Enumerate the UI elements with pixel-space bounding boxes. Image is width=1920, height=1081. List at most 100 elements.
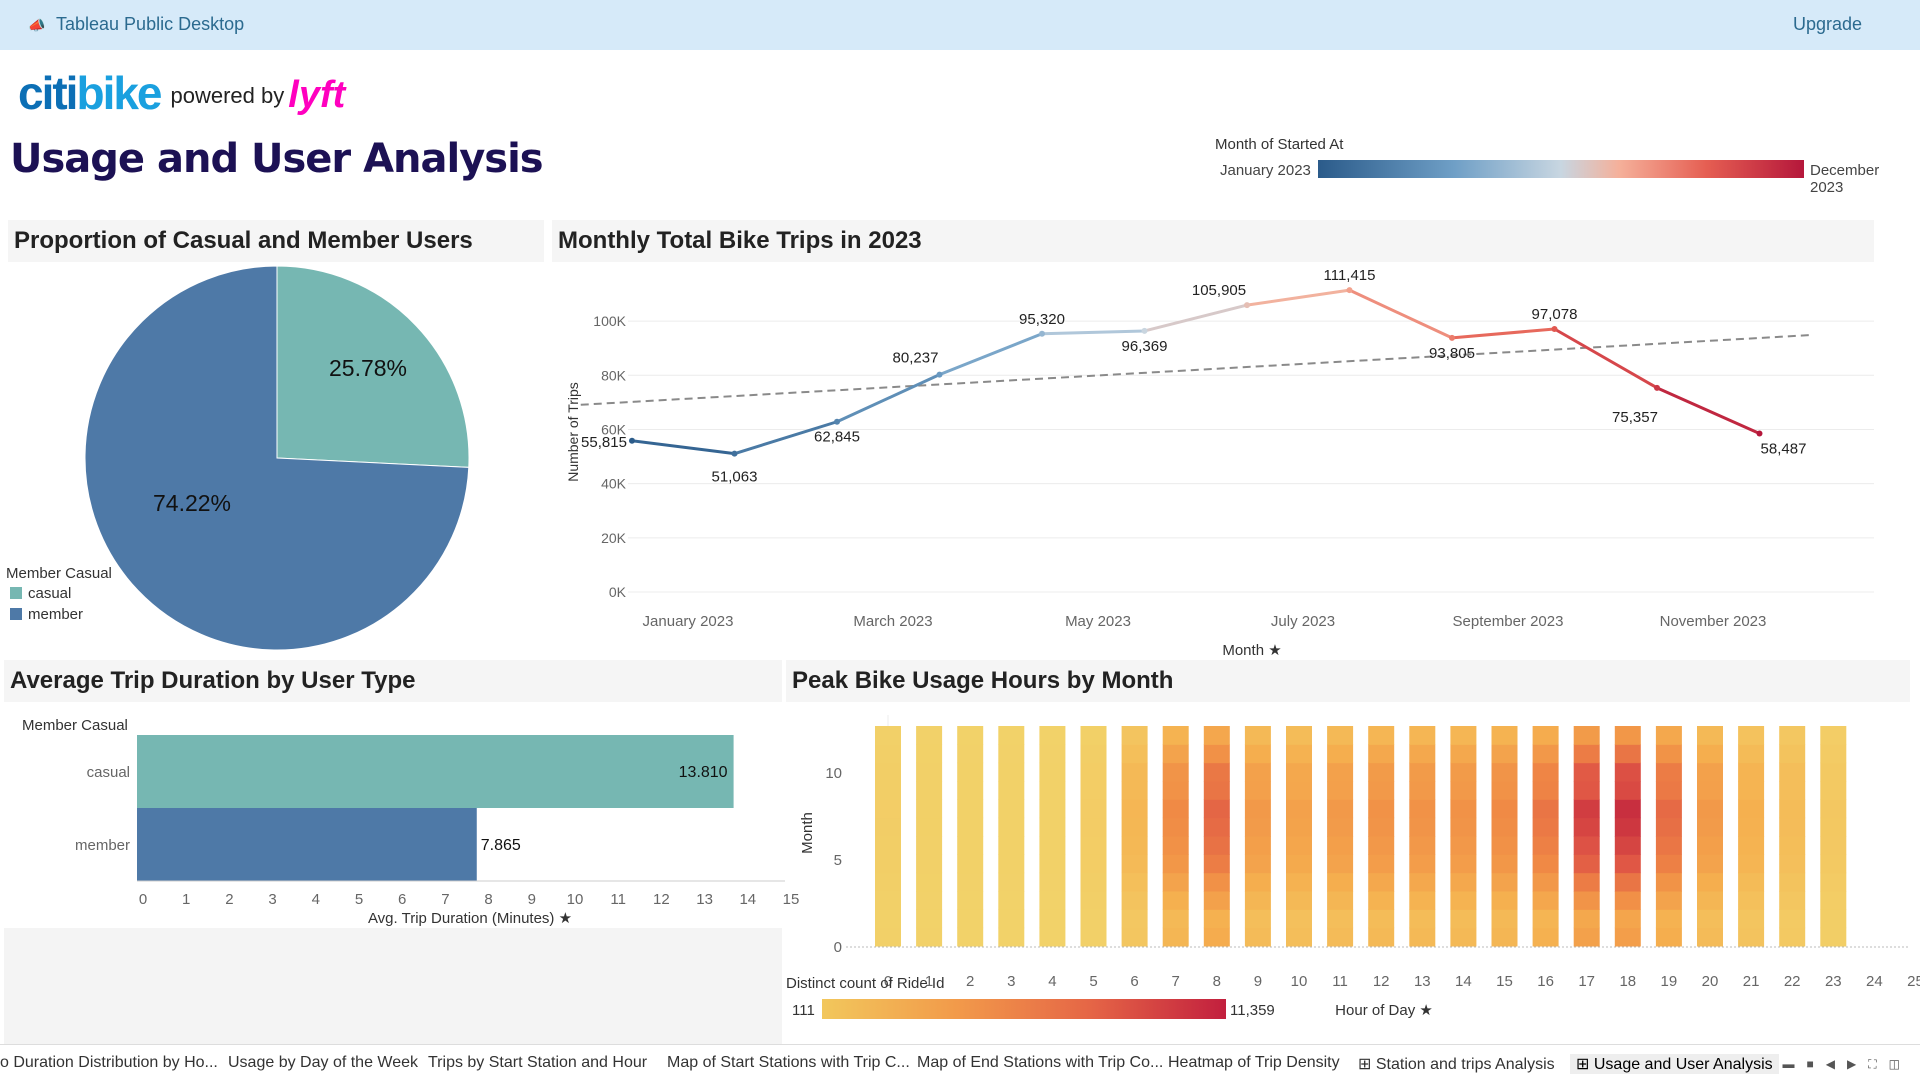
upgrade-link[interactable]: Upgrade (1792, 14, 1862, 34)
page-title: Usage and User Analysis (10, 136, 544, 182)
heat-cell (1450, 799, 1477, 819)
heat-cell (1450, 927, 1477, 947)
heat-cell (1655, 854, 1682, 874)
heat-cell (1655, 726, 1682, 745)
heat-cell (1286, 891, 1312, 910)
line-chart[interactable]: 0K 20K 40K 60K 80K 100K Number of Trips Month ★… (565, 267, 1874, 659)
tab-usage-user-analysis[interactable]: ⊞ Usage and User Analysis (1570, 1054, 1779, 1074)
heat-cell (1162, 872, 1189, 892)
heat-cell (1121, 836, 1148, 855)
heat-y-tick: 5 (834, 852, 842, 869)
line-y-tick: 80K (601, 367, 627, 383)
month-color-legend[interactable]: Month of Started At January 2023 Decembe… (1210, 134, 1910, 196)
heat-cell (998, 872, 1025, 892)
heat-legend-title: Distinct count of Ride Id (786, 975, 944, 992)
tab-usage-by-day[interactable]: Usage by Day of the Week (228, 1054, 419, 1071)
heat-cell (1697, 909, 1723, 929)
heat-cell (1532, 817, 1559, 837)
heat-x-tick: 21 (1743, 973, 1760, 990)
bar-panel-title: Average Trip Duration by User Type (4, 660, 782, 702)
heat-cell (1450, 836, 1477, 855)
heat-x-tick: 12 (1373, 973, 1390, 990)
heat-panel-title: Peak Bike Usage Hours by Month (786, 660, 1910, 702)
heat-cell (1244, 817, 1271, 837)
tab-map-start-stations[interactable]: Map of Start Stations with Trip C... (667, 1054, 910, 1071)
heat-cell (1820, 927, 1847, 947)
tab-duration-distribution[interactable]: o Duration Distribution by Ho... (0, 1054, 218, 1071)
heat-y-tick: 0 (834, 939, 842, 956)
heat-cell (1286, 872, 1312, 892)
line-segment (1655, 386, 1761, 436)
heat-cell (1244, 927, 1271, 947)
heat-cell (1368, 854, 1395, 874)
heat-cell (1820, 836, 1847, 855)
tab-map-end-stations[interactable]: Map of End Stations with Trip Co... (917, 1054, 1164, 1071)
heat-cell (1779, 744, 1806, 764)
line-segment (835, 373, 941, 424)
citibike-lyft-logo: citibike powered by lyft (18, 66, 345, 119)
heat-cell (1697, 726, 1723, 745)
line-point-label: 75,357 (1612, 409, 1658, 426)
heat-cell (1697, 854, 1723, 874)
line-point (1039, 330, 1045, 337)
tab-station-trips-analysis[interactable]: ⊞ Station and trips Analysis (1358, 1054, 1555, 1074)
line-point (1141, 327, 1148, 334)
heat-cell (1121, 744, 1148, 764)
member-legend-label: member (28, 606, 83, 623)
pie-chart[interactable]: 25.78% 74.22% (84, 265, 470, 651)
heat-cell (1203, 891, 1230, 910)
heat-cell (1738, 781, 1765, 800)
heat-x-tick: 20 (1702, 973, 1719, 990)
heat-cell (1368, 891, 1395, 910)
line-segment (1245, 288, 1351, 307)
heat-cell (1409, 744, 1436, 764)
line-point (834, 418, 840, 425)
trend-line (580, 334, 1811, 406)
heat-cell (1614, 762, 1641, 782)
heat-cell (1697, 927, 1723, 947)
heat-cell (957, 799, 984, 819)
heat-x-tick: 3 (1007, 973, 1015, 990)
heat-cell (1697, 781, 1723, 800)
heat-cell (1450, 909, 1477, 929)
heat-cell (1080, 854, 1107, 874)
heat-cell (1450, 762, 1477, 782)
heat-cell (957, 872, 984, 892)
heat-cell (1614, 817, 1641, 837)
heat-cell (1121, 817, 1148, 837)
heat-cell (1327, 817, 1354, 837)
bar-value-label: 13.810 (679, 764, 728, 781)
tab-trips-by-start-station[interactable]: Trips by Start Station and Hour (428, 1054, 648, 1071)
heat-x-tick: 11 (1332, 973, 1348, 990)
heat-cell (998, 836, 1025, 855)
bar-x-tick: 15 (783, 891, 800, 908)
powered-by-text: powered by (170, 83, 285, 108)
heat-cell (1738, 891, 1765, 910)
heat-cell (1573, 927, 1600, 947)
tab-navigation-controls[interactable]: ▬■◀▶⛶◫ (1782, 1057, 1912, 1071)
heat-cell (1286, 927, 1312, 947)
tab-heatmap-trip-density[interactable]: Heatmap of Trip Density (1168, 1054, 1340, 1071)
heat-cell (1039, 854, 1066, 874)
tab-station-label: Station and trips Analysis (1375, 1056, 1555, 1073)
heat-cell (1244, 836, 1271, 855)
heat-x-tick: 2 (966, 973, 974, 990)
dashboard-charts[interactable]: 25.78% 74.22% Member Casual casual member… (0, 0, 1920, 1044)
heat-cell (1820, 726, 1847, 745)
heat-cell (875, 762, 901, 782)
heat-cell (1779, 927, 1806, 947)
heat-cell (1121, 762, 1148, 782)
heat-cell (1368, 927, 1395, 947)
ride-count-gradient (822, 999, 1226, 1019)
bar-x-tick: 7 (441, 891, 449, 908)
user-type-legend[interactable]: Member Casual casual member (6, 565, 112, 623)
heat-cell (998, 854, 1025, 874)
heat-cell (1327, 744, 1354, 764)
heat-cell (1491, 927, 1518, 947)
heat-cell (1286, 909, 1312, 929)
bar-x-tick: 11 (610, 891, 626, 908)
heat-cell (998, 927, 1025, 947)
heat-cell (1080, 799, 1107, 819)
